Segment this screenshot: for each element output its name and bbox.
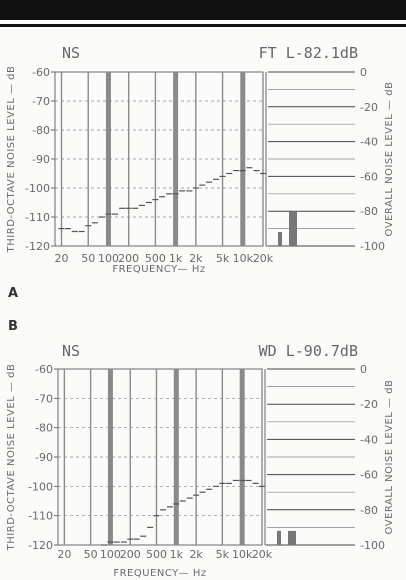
x-tick-label: 20	[55, 252, 69, 265]
overall-bar	[289, 211, 297, 246]
panel-label: A	[8, 286, 18, 301]
y-tick-label-right: 0	[360, 66, 367, 79]
y-tick-label: -120	[28, 539, 53, 552]
overall-bar	[278, 232, 282, 246]
gridline-v-heavy	[173, 72, 179, 246]
y-tick-label: -90	[32, 153, 50, 166]
y-tick-label: -110	[25, 211, 50, 224]
y-tick-label: -80	[32, 124, 50, 137]
header-rule	[0, 24, 406, 27]
mode-label: NS	[62, 44, 80, 62]
x-tick-label: 5k	[216, 548, 230, 561]
y-tick-label: -70	[32, 95, 50, 108]
y-tick-label: -120	[25, 240, 50, 253]
chart-panel-b: B NS WD L-90.7dB -60 -70 -80 -90 -100 -110 -120 20…	[6, 319, 395, 579]
y-tick-label-right: -60	[360, 170, 378, 183]
x-tick-label: 20	[57, 548, 71, 561]
x-tick-label: 100	[100, 548, 121, 561]
panel-label: B	[8, 319, 18, 334]
gridline-v-heavy	[173, 369, 179, 545]
y-tick-label-right: -100	[360, 240, 385, 253]
y-tick-label: -100	[28, 480, 53, 493]
y-tick-label-right: -20	[360, 101, 378, 114]
x-tick-label: 20k	[252, 548, 273, 561]
level-reading: FT L-82.1dB	[259, 44, 358, 62]
x-tick-label: 10k	[233, 252, 254, 265]
y-tick-label-right: -40	[360, 136, 378, 149]
x-axis-title: FREQUENCY— Hz	[113, 568, 206, 579]
x-tick-label: 1k	[170, 548, 184, 561]
y-tick-label-right: 0	[360, 363, 367, 376]
y-tick-label: -100	[25, 182, 50, 195]
y-tick-label: -90	[35, 451, 53, 464]
y-tick-label-right: -40	[360, 433, 378, 446]
y-tick-label-right: -60	[360, 469, 378, 482]
gridline-v-heavy	[240, 72, 246, 246]
chart-panel-a: A NS FT L-82.1dB -60 -70 -80 -90 -100 -110 -120 20…	[6, 44, 395, 301]
overall-bar	[288, 530, 296, 545]
x-tick-label: 2k	[189, 548, 203, 561]
y-axis-title-right: OVERALL NOISE LEVEL — dB	[384, 82, 395, 237]
x-tick-label: 5k	[216, 252, 230, 265]
y-tick-label-right: -20	[360, 398, 378, 411]
y-tick-label-right: -80	[360, 205, 378, 218]
y-axis-title-left: THIRD-OCTAVE NOISE LEVEL — dB	[6, 364, 17, 552]
x-tick-label: 50	[84, 548, 98, 561]
x-tick-label: 100	[98, 252, 119, 265]
y-tick-label: -60	[35, 363, 53, 376]
x-tick-label: 500	[145, 252, 166, 265]
x-tick-label: 10k	[232, 548, 253, 561]
x-tick-label: 1k	[169, 252, 183, 265]
y-tick-label: -60	[32, 66, 50, 79]
gridline-v-heavy	[107, 369, 113, 545]
y-tick-label-right: -80	[360, 504, 378, 517]
x-tick-label: 200	[118, 252, 139, 265]
header-bar	[0, 0, 406, 20]
x-tick-label: 2k	[189, 252, 203, 265]
x-axis-title: FREQUENCY— Hz	[112, 264, 205, 275]
y-tick-label: -110	[28, 510, 53, 523]
y-tick-label: -70	[35, 392, 53, 405]
y-tick-label: -80	[35, 422, 53, 435]
gridline-v-heavy	[239, 369, 245, 545]
y-axis-title-left: THIRD-OCTAVE NOISE LEVEL — dB	[6, 66, 17, 254]
y-tick-label-right: -100	[360, 539, 385, 552]
x-tick-label: 50	[81, 252, 95, 265]
level-reading: WD L-90.7dB	[259, 342, 358, 360]
gridline-v-heavy	[105, 72, 111, 246]
y-axis-title-right: OVERALL NOISE LEVEL — dB	[384, 380, 395, 535]
x-tick-label: 500	[146, 548, 167, 561]
x-tick-label: 200	[120, 548, 141, 561]
x-tick-label: 20k	[253, 252, 274, 265]
overall-bar	[277, 530, 281, 545]
mode-label: NS	[62, 342, 80, 360]
